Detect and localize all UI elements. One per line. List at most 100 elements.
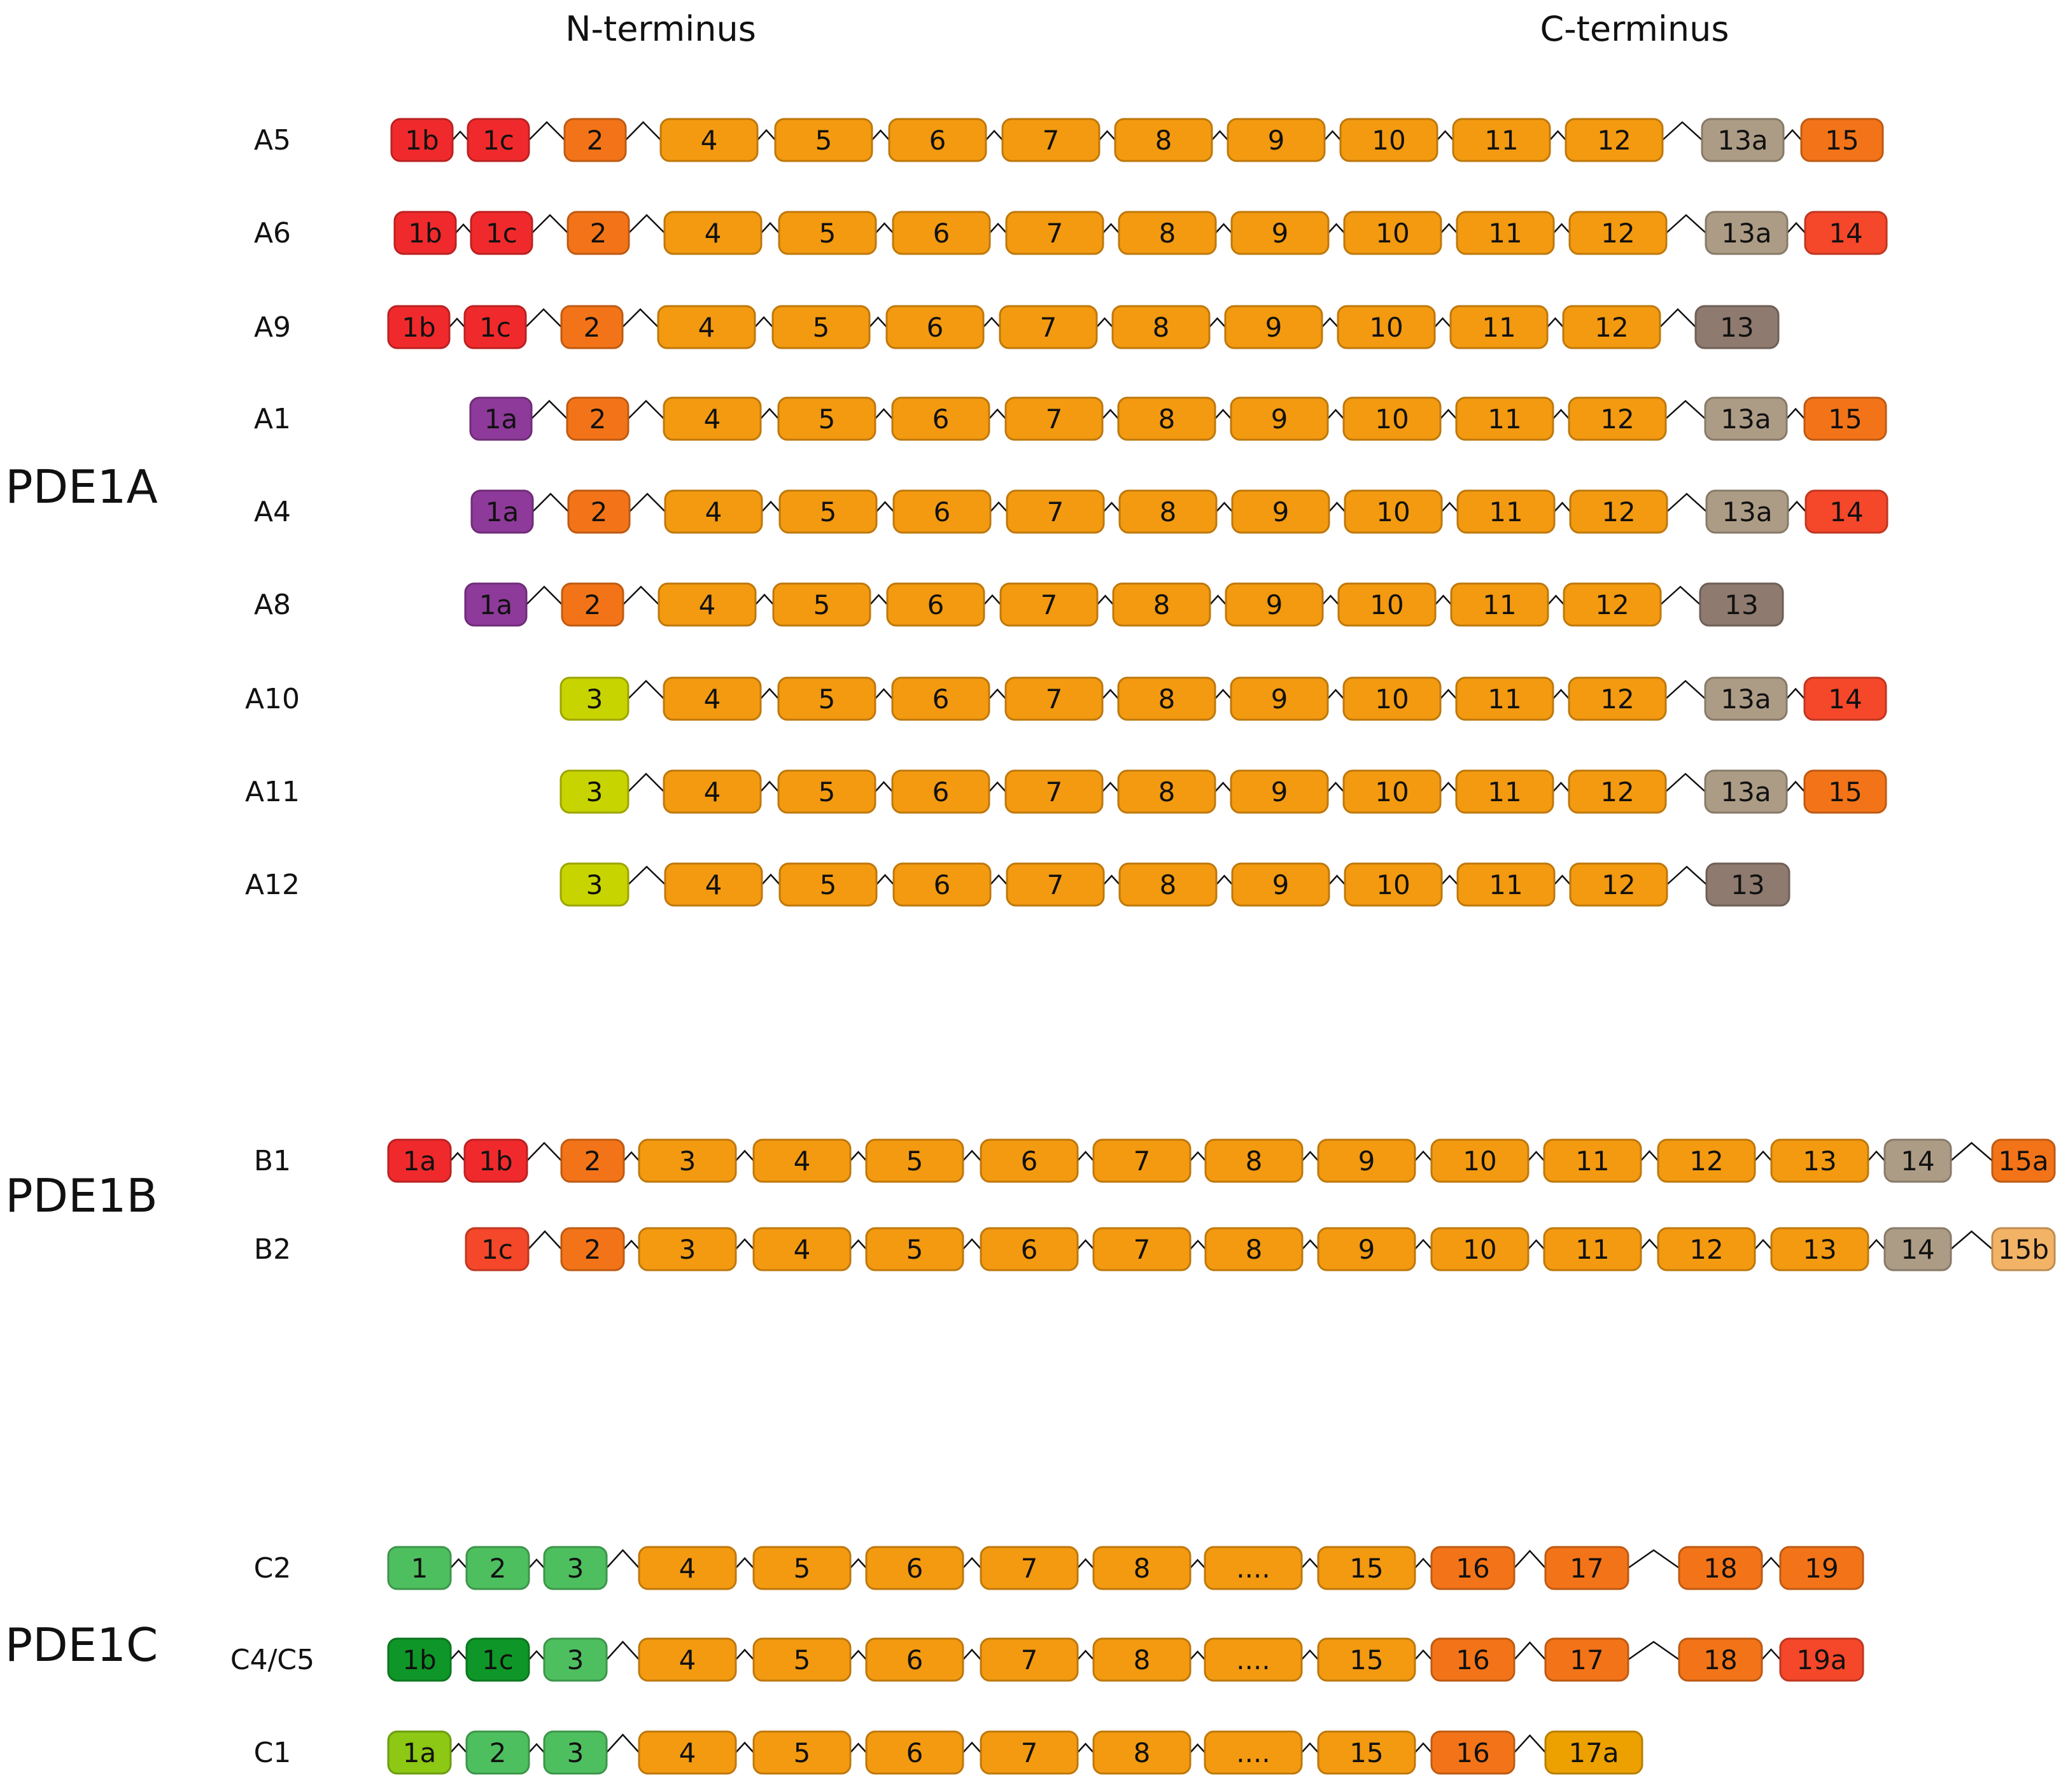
exon-5: 5 bbox=[778, 862, 878, 907]
intron-line bbox=[1301, 1649, 1319, 1660]
gene-label: PDE1B bbox=[5, 1169, 158, 1222]
exon-label: 12 bbox=[1597, 125, 1631, 156]
intron-line bbox=[1441, 501, 1458, 512]
exon-box bbox=[560, 305, 624, 349]
intron-line bbox=[962, 1149, 981, 1161]
intron-line bbox=[962, 1648, 981, 1660]
exon-12: 12 bbox=[1569, 489, 1668, 534]
intron-line bbox=[850, 1558, 867, 1569]
exon-box bbox=[1705, 862, 1790, 907]
exon-4: 4 bbox=[663, 396, 762, 441]
exon-label: 12 bbox=[1689, 1145, 1723, 1177]
intron-line bbox=[1216, 501, 1233, 512]
exon-label: 13 bbox=[1803, 1234, 1836, 1265]
exon-label: 9 bbox=[1358, 1145, 1375, 1177]
isoform-label: A4 bbox=[254, 496, 291, 528]
exon-label: 18 bbox=[1703, 1644, 1737, 1676]
exon-label: 5 bbox=[794, 1737, 811, 1768]
exon-box bbox=[1337, 582, 1437, 627]
exon-box bbox=[886, 582, 985, 627]
isoform-row: A8 1a 2 4 5 6 7 8 9 10 11 12 13 bbox=[254, 582, 1784, 627]
exon-box bbox=[1543, 1138, 1642, 1183]
exon-box bbox=[865, 1730, 964, 1775]
exon-label: 14 bbox=[1901, 1234, 1934, 1265]
exon-8: 8 bbox=[1204, 1227, 1304, 1271]
exon-label: 4 bbox=[705, 496, 722, 528]
intron-line bbox=[1102, 223, 1120, 234]
exon-box bbox=[1092, 1546, 1192, 1590]
exon-8: 8 bbox=[1118, 211, 1217, 255]
exon-2: 2 bbox=[567, 489, 631, 534]
exon-label: 8 bbox=[1134, 1737, 1151, 1768]
intron-line bbox=[628, 214, 665, 234]
isoform-row: A4 1a 2 4 5 6 7 8 9 10 11 12 13a 14 bbox=[254, 489, 1889, 534]
exon-box bbox=[1001, 118, 1101, 162]
exon-label: 10 bbox=[1375, 776, 1409, 808]
intron-line bbox=[1665, 773, 1706, 792]
exon-label: 10 bbox=[1376, 869, 1410, 900]
isoform-label: A5 bbox=[254, 124, 291, 157]
n-terminus-label: N-terminus bbox=[565, 9, 756, 49]
intron-line bbox=[623, 585, 659, 605]
exon-1a: 1a bbox=[470, 489, 534, 534]
exon-12: 12 bbox=[1568, 769, 1667, 814]
isoform-row: A11 3 4 5 6 7 8 9 10 11 12 13a 15 bbox=[245, 769, 1887, 814]
exon-box bbox=[658, 582, 757, 627]
exon-box bbox=[559, 676, 630, 721]
exon-label: 6 bbox=[1021, 1145, 1038, 1177]
exon-box bbox=[465, 1227, 530, 1271]
exon-label: 11 bbox=[1488, 683, 1521, 715]
exon-5: 5 bbox=[774, 118, 873, 162]
intron-line bbox=[531, 214, 568, 234]
intron-line bbox=[875, 408, 893, 419]
exon-label: 11 bbox=[1488, 218, 1522, 249]
exon-box bbox=[467, 118, 530, 162]
exon-label: 5 bbox=[815, 125, 833, 156]
exon-box bbox=[559, 862, 630, 907]
intron-line bbox=[1787, 221, 1806, 234]
intron-line bbox=[1549, 130, 1566, 141]
exon-box bbox=[1117, 676, 1216, 721]
isoform-label: A11 bbox=[245, 776, 300, 808]
exon-box bbox=[638, 1546, 737, 1590]
exon-label: 2 bbox=[489, 1737, 507, 1768]
intron-line bbox=[1665, 680, 1706, 699]
exon-label: 13 bbox=[1803, 1145, 1836, 1177]
exon-box bbox=[1701, 118, 1785, 162]
intron-line bbox=[1547, 594, 1565, 605]
exon-2: 2 bbox=[560, 305, 624, 349]
intron-line bbox=[1514, 1550, 1546, 1569]
exon-box bbox=[1544, 1637, 1629, 1682]
intron-line bbox=[1414, 1238, 1432, 1250]
exon-box bbox=[1456, 862, 1556, 907]
intron-line bbox=[757, 129, 776, 141]
exon-box bbox=[543, 1730, 608, 1775]
exon-box bbox=[1118, 489, 1218, 534]
intron-line bbox=[760, 780, 779, 792]
exon-label: 7 bbox=[1047, 869, 1064, 900]
intron-line bbox=[1190, 1239, 1206, 1250]
exon-7: 7 bbox=[999, 305, 1098, 349]
exon-4: 4 bbox=[664, 862, 763, 907]
exon-17a: 17a bbox=[1544, 1730, 1643, 1775]
intron-line bbox=[1102, 689, 1119, 699]
intron-line bbox=[1190, 1558, 1206, 1569]
exon-box bbox=[980, 1637, 1079, 1682]
intron-line bbox=[528, 121, 565, 141]
intron-line bbox=[1628, 1549, 1680, 1569]
intron-line bbox=[1868, 1238, 1885, 1250]
intron-line bbox=[760, 687, 779, 699]
exon-box bbox=[465, 1546, 530, 1590]
exon-label: 12 bbox=[1601, 869, 1635, 900]
intron-line bbox=[1440, 781, 1457, 792]
exon-box bbox=[980, 1138, 1079, 1183]
exon-7: 7 bbox=[980, 1637, 1079, 1682]
exon-label: 15 bbox=[1828, 776, 1862, 808]
intron-line bbox=[1211, 130, 1228, 141]
exon-box bbox=[1204, 1637, 1303, 1682]
exon-box bbox=[664, 489, 763, 534]
intron-line bbox=[1190, 1743, 1206, 1753]
exon-label: 17a bbox=[1568, 1737, 1619, 1768]
intron-line bbox=[1547, 317, 1564, 328]
intron-line bbox=[990, 501, 1008, 512]
